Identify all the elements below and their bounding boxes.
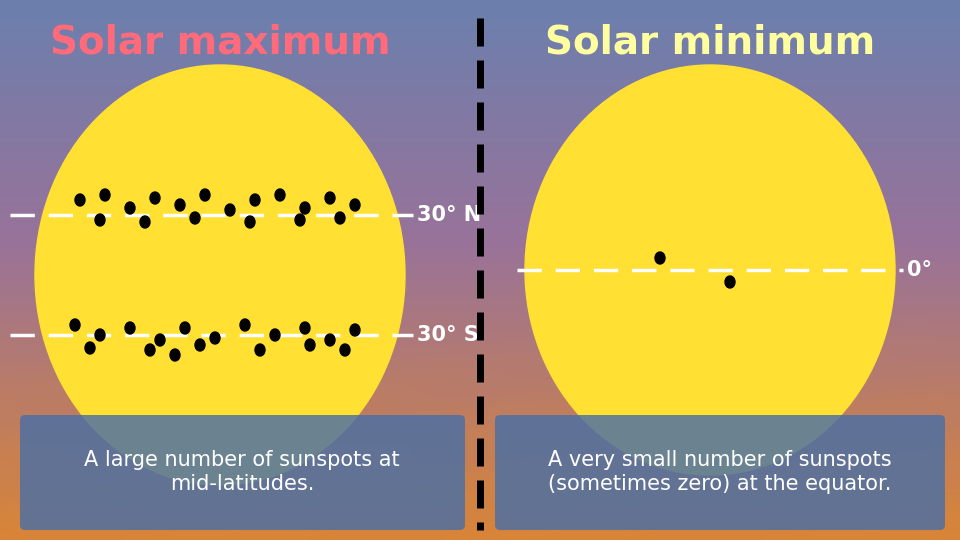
Ellipse shape	[245, 216, 255, 228]
Ellipse shape	[75, 194, 85, 206]
Ellipse shape	[140, 216, 150, 228]
Ellipse shape	[350, 199, 360, 211]
Ellipse shape	[325, 192, 335, 204]
Ellipse shape	[340, 344, 350, 356]
Ellipse shape	[325, 334, 335, 346]
Ellipse shape	[275, 189, 285, 201]
Text: 0°: 0°	[907, 260, 932, 280]
FancyBboxPatch shape	[20, 415, 465, 530]
Text: A large number of sunspots at
mid-latitudes.: A large number of sunspots at mid-latitu…	[84, 450, 399, 494]
Ellipse shape	[525, 65, 895, 475]
Ellipse shape	[95, 214, 105, 226]
Ellipse shape	[655, 252, 665, 264]
Ellipse shape	[125, 202, 135, 214]
Ellipse shape	[85, 342, 95, 354]
Ellipse shape	[300, 202, 310, 214]
Text: 30° S: 30° S	[417, 325, 479, 345]
Text: Solar maximum: Solar maximum	[50, 23, 391, 61]
Ellipse shape	[270, 329, 280, 341]
Ellipse shape	[150, 192, 160, 204]
FancyBboxPatch shape	[495, 415, 945, 530]
Ellipse shape	[305, 339, 315, 351]
Ellipse shape	[145, 344, 155, 356]
Ellipse shape	[100, 189, 110, 201]
Ellipse shape	[175, 199, 185, 211]
Text: 30° N: 30° N	[417, 205, 481, 225]
Ellipse shape	[250, 194, 260, 206]
Ellipse shape	[350, 324, 360, 336]
Text: Solar minimum: Solar minimum	[545, 23, 876, 61]
Ellipse shape	[125, 322, 135, 334]
Ellipse shape	[295, 214, 305, 226]
Ellipse shape	[70, 319, 80, 331]
Ellipse shape	[195, 339, 205, 351]
Ellipse shape	[190, 212, 200, 224]
Ellipse shape	[725, 276, 735, 288]
Ellipse shape	[180, 322, 190, 334]
Ellipse shape	[240, 319, 250, 331]
Ellipse shape	[300, 322, 310, 334]
Ellipse shape	[210, 332, 220, 344]
Text: A very small number of sunspots
(sometimes zero) at the equator.: A very small number of sunspots (sometim…	[548, 450, 892, 494]
Ellipse shape	[95, 329, 105, 341]
Ellipse shape	[35, 65, 405, 485]
Ellipse shape	[225, 204, 235, 216]
Ellipse shape	[255, 344, 265, 356]
Ellipse shape	[335, 212, 345, 224]
Ellipse shape	[200, 189, 210, 201]
Ellipse shape	[155, 334, 165, 346]
Ellipse shape	[170, 349, 180, 361]
